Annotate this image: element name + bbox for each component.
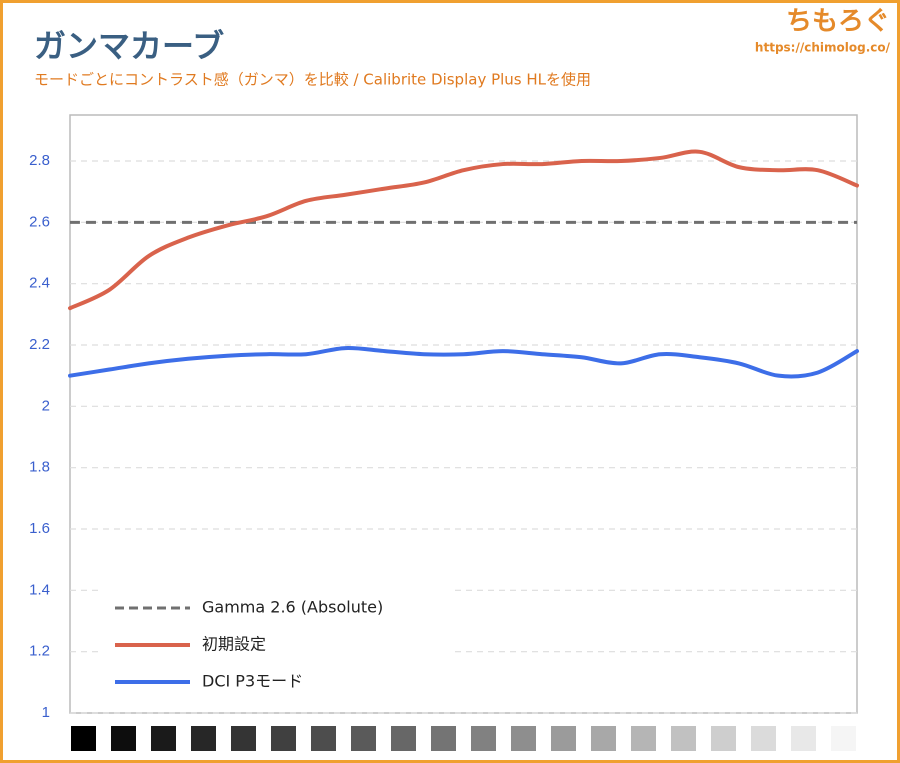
gray-swatch bbox=[391, 726, 416, 751]
gray-swatch bbox=[71, 726, 96, 751]
chart-subtitle: モードごとにコントラスト感（ガンマ）を比較 / Calibrite Displa… bbox=[34, 71, 591, 89]
chart-title: ガンマカーブ bbox=[34, 27, 224, 65]
y-tick-label: 1 bbox=[42, 704, 50, 721]
y-tick-label: 1.6 bbox=[29, 520, 50, 537]
gray-swatch bbox=[591, 726, 616, 751]
url: https://chimolog.co/ bbox=[755, 41, 891, 55]
gray-swatch bbox=[551, 726, 576, 751]
gray-swatch bbox=[671, 726, 696, 751]
gray-swatch bbox=[831, 726, 856, 751]
y-tick-label: 1.4 bbox=[29, 581, 50, 598]
y-tick-label: 1.8 bbox=[29, 459, 50, 476]
series-line bbox=[68, 149, 859, 311]
legend-label: DCI P3モード bbox=[202, 672, 303, 691]
legend-label: Gamma 2.6 (Absolute) bbox=[202, 598, 383, 617]
gray-swatch bbox=[151, 726, 176, 751]
plot-border bbox=[69, 114, 858, 714]
gray-swatch bbox=[111, 726, 136, 751]
gray-swatch bbox=[631, 726, 656, 751]
gray-swatch bbox=[191, 726, 216, 751]
gray-swatch bbox=[271, 726, 296, 751]
legend-label: 初期設定 bbox=[202, 635, 266, 654]
y-tick-label: 2.8 bbox=[29, 152, 50, 169]
y-tick-label: 1.2 bbox=[29, 643, 50, 660]
gray-swatch bbox=[511, 726, 536, 751]
y-tick-label: 2.4 bbox=[29, 275, 50, 292]
series-line bbox=[68, 346, 859, 379]
gray-swatch bbox=[431, 726, 456, 751]
y-tick-label: 2.2 bbox=[29, 336, 50, 353]
gray-swatch bbox=[711, 726, 736, 751]
gray-swatch bbox=[351, 726, 376, 751]
y-tick-label: 2 bbox=[42, 397, 50, 414]
gray-swatch bbox=[311, 726, 336, 751]
gray-swatch bbox=[791, 726, 816, 751]
gray-swatch bbox=[751, 726, 776, 751]
gray-swatch bbox=[471, 726, 496, 751]
logo: ちもろぐ bbox=[786, 7, 890, 37]
gray-swatch bbox=[231, 726, 256, 751]
y-tick-label: 2.6 bbox=[29, 213, 50, 230]
